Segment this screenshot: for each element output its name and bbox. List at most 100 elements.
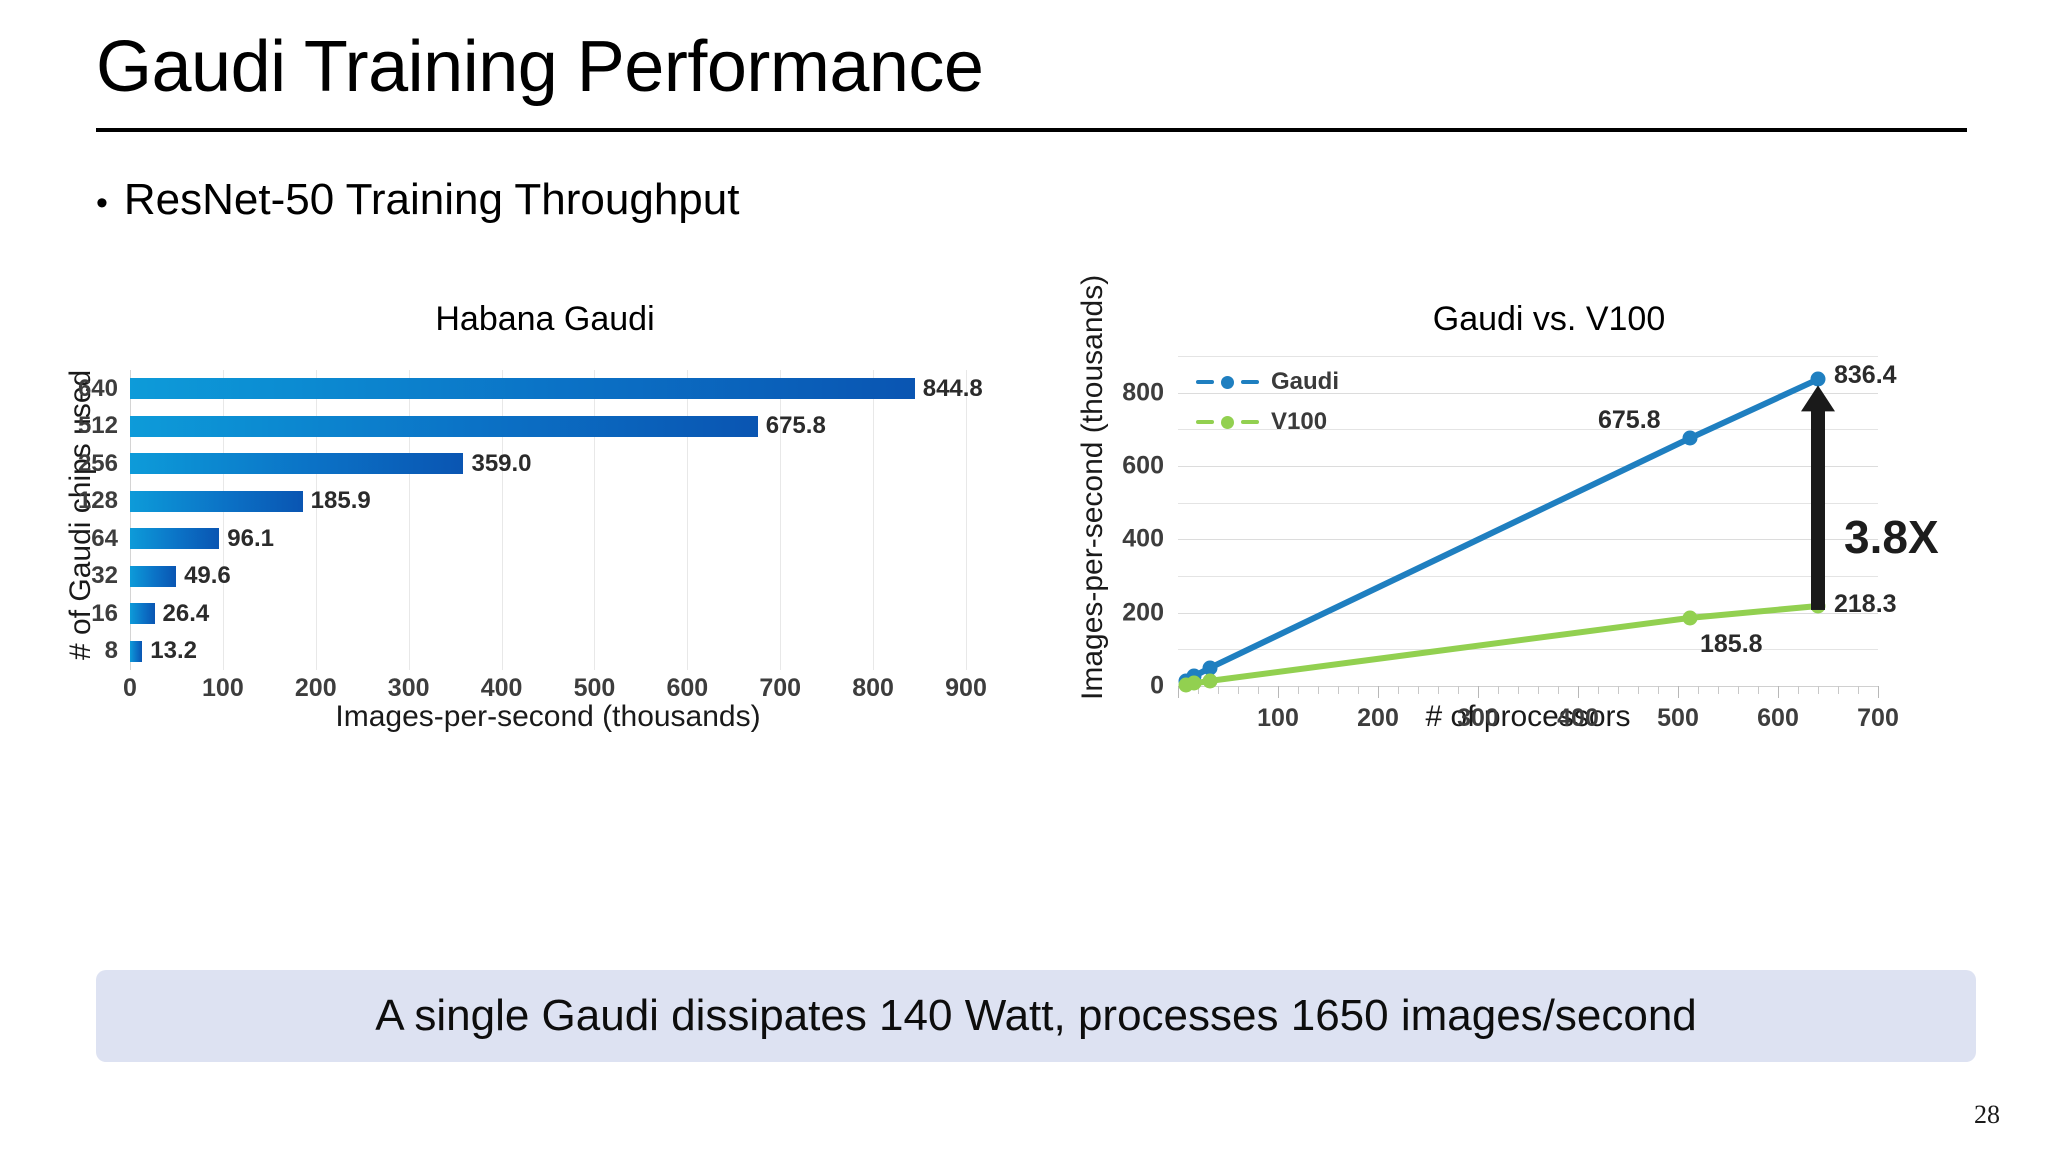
line-x-tick-mark (1578, 686, 1579, 698)
legend-line-icon (1196, 420, 1214, 424)
bar-row: 640 844.8 (78, 370, 983, 408)
bar-category-label: 256 (77, 449, 118, 477)
line-x-tick-mark (1638, 686, 1639, 694)
bar-value-label: 13.2 (150, 637, 197, 665)
line-x-tick-mark (1318, 686, 1319, 694)
line-x-tick-mark (1398, 686, 1399, 694)
bar-category-label: 16 (91, 599, 118, 627)
bar-row: 256 359.0 (78, 445, 532, 483)
line-data-point (1202, 673, 1218, 689)
line-x-tick-mark (1198, 686, 1199, 694)
line-gridline (1178, 576, 1878, 577)
line-x-tick-mark (1838, 686, 1839, 694)
line-y-tick-label: 200 (1122, 598, 1164, 627)
bar-chart: Habana Gaudi # of Gaudi chips used Image… (40, 300, 1050, 733)
legend-line-icon (1196, 380, 1214, 384)
summary-banner-text: A single Gaudi dissipates 140 Watt, proc… (375, 991, 1697, 1040)
speedup-arrow-icon (1801, 385, 1835, 610)
bar-x-tick-label: 500 (573, 674, 616, 702)
bar-gridline (315, 370, 317, 670)
line-x-tick-mark (1278, 686, 1279, 698)
line-gridline (1178, 649, 1878, 651)
line-gridline (1178, 429, 1878, 431)
bar-row: 64 96.1 (91, 520, 274, 558)
bar-x-tick-label: 100 (202, 674, 244, 702)
bar-row: 128 185.9 (78, 483, 371, 521)
legend-line-icon (1241, 380, 1259, 384)
line-x-tick-mark (1538, 686, 1539, 694)
line-gridline (1178, 612, 1878, 614)
line-y-tick-label: 0 (1150, 671, 1164, 700)
line-x-tick-mark (1758, 686, 1759, 694)
line-x-tick-mark (1238, 686, 1239, 694)
line-x-tick-label: 600 (1757, 704, 1799, 732)
bar-row: 32 49.6 (91, 558, 231, 596)
line-x-tick-mark (1818, 686, 1819, 694)
line-x-tick-label: 300 (1457, 704, 1499, 732)
bar-fill (130, 378, 915, 400)
line-x-tick-label: 500 (1657, 704, 1699, 732)
bar-gridline (780, 370, 782, 670)
speedup-multiplier-label: 3.8X (1844, 511, 1939, 563)
line-x-tick-mark (1258, 686, 1259, 694)
bar-value-label: 359.0 (471, 449, 532, 477)
line-x-tick-mark (1718, 686, 1719, 694)
gaudi-point-label: 836.4 (1834, 361, 1897, 390)
bar-x-tick-label: 700 (759, 674, 802, 702)
bar-gridline (408, 370, 410, 670)
bar-category-label: 512 (77, 412, 118, 440)
bar-fill (130, 603, 155, 625)
bar-x-tick-label: 400 (480, 674, 523, 702)
bar-x-tick-label: 900 (945, 674, 987, 702)
page-number: 28 (1974, 1100, 2000, 1129)
bar-value-label: 844.8 (922, 374, 983, 402)
v100-point-label: 218.3 (1834, 589, 1897, 618)
legend-marker-icon (1221, 375, 1234, 389)
bar-value-label: 49.6 (184, 562, 231, 590)
bar-gridline (687, 370, 689, 670)
legend-item-v100[interactable]: V100 (1196, 408, 1339, 436)
page-title: Gaudi Training Performance (96, 27, 984, 107)
bar-fill (130, 640, 143, 662)
bar-gridline (966, 370, 967, 670)
bar-category-label: 64 (91, 524, 118, 552)
bullet-item: • ResNet-50 Training Throughput (96, 175, 739, 225)
bar-chart-x-axis-title: Images-per-second (thousands) (335, 700, 761, 733)
bar-category-label: 640 (77, 374, 118, 402)
line-x-tick-label: 200 (1357, 704, 1399, 732)
title-divider (96, 128, 1967, 132)
line-chart: Gaudi vs. V100 Images-per-second (thousa… (1050, 275, 2048, 733)
line-y-tick-label: 400 (1122, 524, 1164, 553)
line-x-tick-mark (1598, 686, 1599, 694)
legend-item-gaudi[interactable]: Gaudi (1196, 368, 1339, 396)
line-data-point (1810, 371, 1826, 387)
line-x-tick-mark (1778, 686, 1779, 698)
bullet-label: ResNet-50 Training Throughput (123, 175, 740, 224)
line-x-tick-mark (1878, 686, 1879, 698)
line-x-tick-mark (1338, 686, 1339, 694)
line-x-tick-mark (1378, 686, 1379, 698)
bar-gridline (130, 370, 131, 670)
line-x-tick-mark (1358, 686, 1359, 694)
bar-x-tick-label: 0 (123, 674, 137, 702)
line-x-tick-mark (1458, 686, 1459, 694)
line-gridline (1178, 392, 1878, 394)
legend-marker-icon (1221, 415, 1234, 429)
line-gridline (1178, 466, 1878, 467)
bar-x-tick-label: 600 (666, 674, 709, 702)
line-x-tick-mark (1438, 686, 1439, 694)
v100-point-label: 185.8 (1700, 629, 1763, 658)
line-chart-title: Gaudi vs. V100 (1432, 300, 1666, 338)
line-gridline (1178, 356, 1878, 357)
line-x-tick-mark (1518, 686, 1519, 694)
bar-fill (130, 490, 303, 512)
gaudi-point-label: 675.8 (1598, 406, 1661, 435)
bar-fill (130, 565, 177, 587)
bar-value-label: 675.8 (765, 412, 826, 440)
bar-x-tick-label: 300 (387, 674, 430, 702)
bar-plot-area: 0 100 200 300 400 500 600 700 800 900 640 844.8 512 6… (78, 370, 987, 702)
legend-line-icon (1241, 420, 1259, 424)
bar-fill (130, 415, 758, 437)
bar-row: 16 26.4 (91, 595, 209, 633)
bar-value-label: 96.1 (227, 524, 274, 552)
